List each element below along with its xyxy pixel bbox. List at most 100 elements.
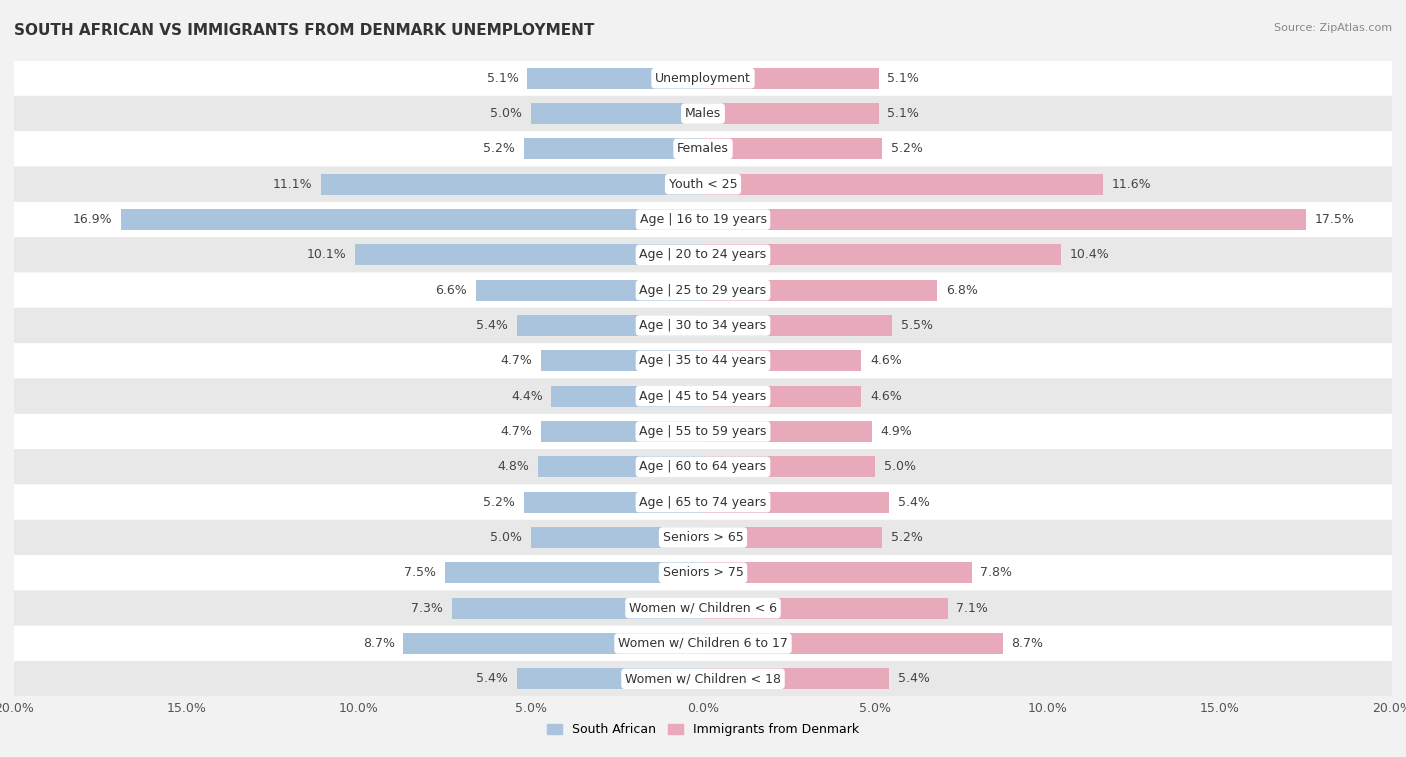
Text: SOUTH AFRICAN VS IMMIGRANTS FROM DENMARK UNEMPLOYMENT: SOUTH AFRICAN VS IMMIGRANTS FROM DENMARK… [14,23,595,38]
Bar [703,385,862,407]
Text: 11.6%: 11.6% [1111,178,1152,191]
Text: 7.3%: 7.3% [411,602,443,615]
FancyBboxPatch shape [14,626,1392,661]
Bar [703,562,972,584]
Text: Unemployment: Unemployment [655,72,751,85]
Bar [121,209,703,230]
FancyBboxPatch shape [14,414,1392,449]
FancyBboxPatch shape [14,449,1392,484]
Text: 17.5%: 17.5% [1315,213,1354,226]
Bar [703,350,862,372]
Text: 10.1%: 10.1% [307,248,346,261]
Text: 4.7%: 4.7% [501,425,533,438]
Text: 5.4%: 5.4% [897,672,929,685]
Bar [356,245,703,266]
Text: 8.7%: 8.7% [363,637,395,650]
Bar [517,668,703,690]
Text: 4.8%: 4.8% [498,460,529,473]
Bar [451,597,703,618]
Text: 4.7%: 4.7% [501,354,533,367]
Text: Source: ZipAtlas.com: Source: ZipAtlas.com [1274,23,1392,33]
Bar [703,527,882,548]
Text: Males: Males [685,107,721,120]
Text: 7.8%: 7.8% [980,566,1012,579]
Bar [703,315,893,336]
FancyBboxPatch shape [14,131,1392,167]
Bar [703,491,889,512]
Text: 11.1%: 11.1% [273,178,312,191]
Text: 5.0%: 5.0% [491,531,522,544]
Text: Age | 35 to 44 years: Age | 35 to 44 years [640,354,766,367]
Text: 5.5%: 5.5% [901,319,934,332]
FancyBboxPatch shape [14,378,1392,414]
Text: 5.2%: 5.2% [484,496,515,509]
Text: Women w/ Children < 18: Women w/ Children < 18 [626,672,780,685]
Text: 5.0%: 5.0% [884,460,915,473]
Text: 7.5%: 7.5% [404,566,436,579]
Text: 16.9%: 16.9% [73,213,112,226]
Bar [531,103,703,124]
Bar [703,597,948,618]
FancyBboxPatch shape [14,167,1392,202]
Bar [703,245,1062,266]
FancyBboxPatch shape [14,308,1392,343]
Text: Age | 20 to 24 years: Age | 20 to 24 years [640,248,766,261]
FancyBboxPatch shape [14,202,1392,237]
Text: 5.2%: 5.2% [891,531,922,544]
Legend: South African, Immigrants from Denmark: South African, Immigrants from Denmark [541,718,865,741]
Text: 6.8%: 6.8% [946,284,977,297]
Text: 7.1%: 7.1% [956,602,988,615]
FancyBboxPatch shape [14,96,1392,131]
Bar [541,350,703,372]
Bar [537,456,703,478]
Text: 5.2%: 5.2% [484,142,515,155]
Bar [524,139,703,160]
FancyBboxPatch shape [14,555,1392,590]
Text: 8.7%: 8.7% [1011,637,1043,650]
Text: Age | 30 to 34 years: Age | 30 to 34 years [640,319,766,332]
Text: 5.1%: 5.1% [486,72,519,85]
Text: Age | 65 to 74 years: Age | 65 to 74 years [640,496,766,509]
Bar [321,173,703,195]
Bar [444,562,703,584]
Text: Youth < 25: Youth < 25 [669,178,737,191]
Text: 6.6%: 6.6% [436,284,467,297]
Bar [404,633,703,654]
Text: Age | 25 to 29 years: Age | 25 to 29 years [640,284,766,297]
Bar [703,67,879,89]
Bar [703,103,879,124]
FancyBboxPatch shape [14,484,1392,520]
Text: 5.0%: 5.0% [491,107,522,120]
Text: 5.4%: 5.4% [477,319,509,332]
FancyBboxPatch shape [14,237,1392,273]
FancyBboxPatch shape [14,520,1392,555]
Text: 5.1%: 5.1% [887,107,920,120]
Bar [703,456,875,478]
Text: 5.4%: 5.4% [897,496,929,509]
FancyBboxPatch shape [14,590,1392,626]
Bar [703,279,938,301]
Text: Age | 45 to 54 years: Age | 45 to 54 years [640,390,766,403]
Bar [517,315,703,336]
Text: 10.4%: 10.4% [1070,248,1109,261]
Bar [524,491,703,512]
Text: 5.1%: 5.1% [887,72,920,85]
FancyBboxPatch shape [14,273,1392,308]
Bar [703,633,1002,654]
Text: 5.4%: 5.4% [477,672,509,685]
Text: Seniors > 75: Seniors > 75 [662,566,744,579]
Text: Age | 60 to 64 years: Age | 60 to 64 years [640,460,766,473]
Text: 4.4%: 4.4% [510,390,543,403]
Text: Women w/ Children < 6: Women w/ Children < 6 [628,602,778,615]
FancyBboxPatch shape [14,61,1392,96]
Text: Age | 16 to 19 years: Age | 16 to 19 years [640,213,766,226]
Text: 5.2%: 5.2% [891,142,922,155]
Text: Women w/ Children 6 to 17: Women w/ Children 6 to 17 [619,637,787,650]
Bar [531,527,703,548]
Text: 4.6%: 4.6% [870,390,901,403]
Bar [703,173,1102,195]
Bar [527,67,703,89]
Bar [475,279,703,301]
Bar [551,385,703,407]
Text: Seniors > 65: Seniors > 65 [662,531,744,544]
